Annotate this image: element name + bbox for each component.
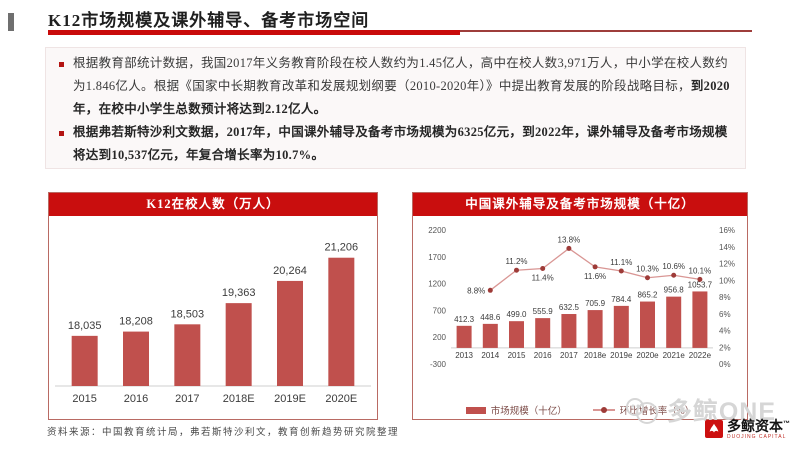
svg-text:632.5: 632.5 xyxy=(559,303,580,312)
svg-text:2013: 2013 xyxy=(455,351,473,360)
svg-text:200: 200 xyxy=(433,333,447,342)
logo-subtitle: DUOJING CAPITAL xyxy=(727,434,787,440)
svg-text:2015: 2015 xyxy=(508,351,526,360)
logo-text: 多鲸资本™ DUOJING CAPITAL xyxy=(727,419,790,440)
svg-text:6%: 6% xyxy=(719,310,731,319)
svg-text:2021e: 2021e xyxy=(663,351,686,360)
svg-text:18,035: 18,035 xyxy=(68,320,102,332)
svg-text:2017: 2017 xyxy=(175,393,199,405)
whale-tail-icon xyxy=(705,420,723,438)
company-logo: 多鲸资本™ DUOJING CAPITAL xyxy=(705,419,790,440)
svg-text:2020E: 2020E xyxy=(325,393,357,405)
bullet-item-2: 根据弗若斯特沙利文数据，2017年，中国课外辅导及备考市场规模为6325亿元，到… xyxy=(56,121,735,167)
svg-text:21,206: 21,206 xyxy=(325,242,359,254)
svg-text:20,264: 20,264 xyxy=(273,265,307,277)
k12-chart-svg: 18,035 2015 18,208 2016 18,503 2017 19,363 2018… xyxy=(55,242,371,405)
svg-text:2022e: 2022e xyxy=(689,351,712,360)
line-swatch-icon xyxy=(592,407,615,413)
bullet-square-icon xyxy=(59,131,64,136)
summary-box: 根据教育部统计数据，我国2017年义务教育阶段在校人数约为1.45亿人，高中在校… xyxy=(45,47,746,169)
page-title: K12市场规模及课外辅导、备考市场空间 xyxy=(48,11,370,30)
svg-text:8%: 8% xyxy=(719,293,731,302)
bullet-1-bold: 到2020年，在校中小学生总数预计将达到2.12亿人。 xyxy=(73,79,730,116)
svg-text:784.4: 784.4 xyxy=(611,295,632,304)
svg-text:13.8%: 13.8% xyxy=(558,235,581,244)
source-note: 资料来源：中国教育统计局，弗若斯特沙利文，教育创新趋势研究院整理 xyxy=(47,428,400,438)
svg-text:1700: 1700 xyxy=(428,253,446,262)
svg-text:8.8%: 8.8% xyxy=(467,286,485,295)
logo-name: 多鲸资本™ xyxy=(727,418,790,434)
svg-text:10.3%: 10.3% xyxy=(636,265,659,274)
bullet-square-icon xyxy=(59,62,64,67)
market-chart-svg: 2200 1700 1200 700 200 -300 16% 14% 12% 10% 8% 6% 4%… xyxy=(428,226,735,369)
svg-text:448.6: 448.6 xyxy=(480,313,501,322)
title-accent-bar xyxy=(8,13,14,31)
svg-text:11.2%: 11.2% xyxy=(505,257,527,266)
svg-text:956.8: 956.8 xyxy=(664,286,685,295)
svg-text:2018E: 2018E xyxy=(223,393,255,405)
svg-text:2015: 2015 xyxy=(72,393,96,405)
svg-text:705.9: 705.9 xyxy=(585,299,606,308)
market-chart-title: 中国课外辅导及备考市场规模（十亿） xyxy=(413,193,747,216)
svg-text:2018e: 2018e xyxy=(584,351,607,360)
svg-text:499.0: 499.0 xyxy=(506,310,527,319)
svg-text:0%: 0% xyxy=(719,360,731,369)
market-chart-panel: 中国课外辅导及备考市场规模（十亿） 2200 1700 1200 700 200 -300… xyxy=(412,192,748,420)
bullet-1-normal: 根据教育部统计数据，我国2017年义务教育阶段在校人数约为1.45亿人，高中在校… xyxy=(73,56,728,93)
bullet-text-1: 根据教育部统计数据，我国2017年义务教育阶段在校人数约为1.45亿人，高中在校… xyxy=(73,52,735,121)
svg-text:865.2: 865.2 xyxy=(637,291,658,300)
svg-text:2016: 2016 xyxy=(534,351,552,360)
svg-text:10.1%: 10.1% xyxy=(689,266,712,275)
svg-text:10%: 10% xyxy=(719,276,735,285)
svg-text:2016: 2016 xyxy=(124,393,148,405)
title-underline-thin xyxy=(460,30,752,32)
svg-text:2017: 2017 xyxy=(560,351,578,360)
k12-chart-panel: K12在校人数（万人） 18,035 2015 18,208 2016 18,503 20… xyxy=(48,192,378,420)
bar-swatch-icon xyxy=(465,406,486,414)
k12-chart-title: K12在校人数（万人） xyxy=(49,193,377,216)
svg-text:19,363: 19,363 xyxy=(222,287,256,299)
bullet-2-bold: 根据弗若斯特沙利文数据，2017年，中国课外辅导及备考市场规模为6325亿元，到… xyxy=(73,125,728,162)
svg-text:16%: 16% xyxy=(719,226,735,235)
svg-text:412.3: 412.3 xyxy=(454,315,475,324)
legend-label-bars: 市场规模（十亿） xyxy=(490,407,567,417)
svg-text:18,208: 18,208 xyxy=(119,316,153,328)
svg-text:2200: 2200 xyxy=(428,226,446,235)
svg-text:2014: 2014 xyxy=(481,351,499,360)
svg-text:11.4%: 11.4% xyxy=(532,274,554,283)
svg-text:2020e: 2020e xyxy=(636,351,659,360)
svg-text:11.6%: 11.6% xyxy=(584,272,606,281)
legend-item-bars: 市场规模（十亿） xyxy=(465,403,567,417)
svg-text:555.9: 555.9 xyxy=(533,307,554,316)
svg-text:2019e: 2019e xyxy=(610,351,633,360)
bullet-text-2: 根据弗若斯特沙利文数据，2017年，中国课外辅导及备考市场规模为6325亿元，到… xyxy=(73,121,735,167)
svg-text:1200: 1200 xyxy=(428,280,446,289)
svg-text:12%: 12% xyxy=(719,260,735,269)
svg-text:10.6%: 10.6% xyxy=(662,262,685,271)
svg-text:14%: 14% xyxy=(719,243,735,252)
svg-text:11.1%: 11.1% xyxy=(610,258,632,267)
whale-doodle-icon xyxy=(625,398,658,424)
title-underline-thick xyxy=(48,30,460,35)
svg-text:4%: 4% xyxy=(719,327,731,336)
svg-text:1053.7: 1053.7 xyxy=(688,280,713,289)
svg-text:18,503: 18,503 xyxy=(171,308,205,320)
bullet-item-1: 根据教育部统计数据，我国2017年义务教育阶段在校人数约为1.45亿人，高中在校… xyxy=(56,52,735,121)
svg-text:700: 700 xyxy=(433,306,447,315)
svg-text:2%: 2% xyxy=(719,343,731,352)
svg-text:2019E: 2019E xyxy=(274,393,306,405)
svg-text:-300: -300 xyxy=(430,360,447,369)
